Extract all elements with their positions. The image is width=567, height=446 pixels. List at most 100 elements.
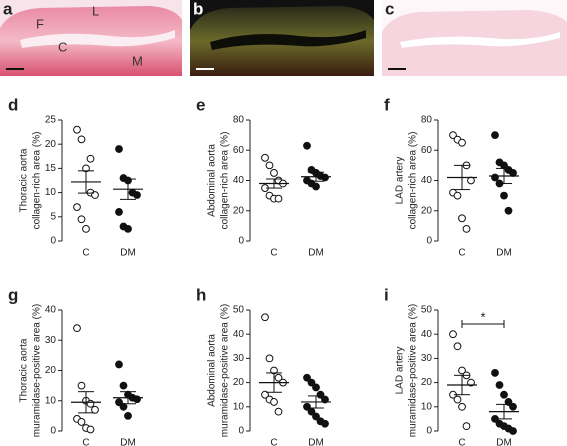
data-point bbox=[265, 354, 274, 363]
y-tick-label: 40 bbox=[233, 175, 245, 186]
data-point bbox=[491, 173, 499, 182]
data-point bbox=[261, 390, 269, 399]
annotation: C bbox=[58, 39, 67, 54]
data-point bbox=[119, 381, 128, 390]
significance-label: * bbox=[480, 309, 485, 324]
y-tick-label: 5 bbox=[50, 211, 56, 222]
x-tick-label: C bbox=[82, 438, 89, 446]
y-tick-label: 80 bbox=[421, 115, 433, 126]
y-axis-label: LAD artery bbox=[395, 157, 406, 205]
y-tick-label: 20 bbox=[421, 205, 433, 216]
data-point bbox=[91, 405, 99, 414]
data-point bbox=[124, 411, 132, 420]
data-point bbox=[274, 373, 283, 382]
image-c: c bbox=[382, 0, 567, 76]
y-tick-label: 40 bbox=[421, 329, 433, 340]
panel-label: e bbox=[196, 95, 205, 114]
y-tick-label: 40 bbox=[421, 175, 433, 186]
y-tick-label: 60 bbox=[233, 145, 245, 156]
y-axis-label: Abdominal aorta bbox=[207, 144, 218, 217]
data-point bbox=[504, 398, 513, 406]
y-tick-label: 30 bbox=[45, 335, 57, 346]
y-tick-label: 15 bbox=[45, 163, 57, 174]
panel-label: h bbox=[196, 285, 206, 304]
data-point bbox=[261, 313, 269, 322]
y-tick-label: 60 bbox=[421, 145, 433, 156]
data-point bbox=[467, 176, 475, 185]
data-point bbox=[453, 342, 462, 351]
data-point bbox=[462, 422, 471, 431]
x-tick-label: DM bbox=[496, 438, 512, 446]
data-point bbox=[458, 138, 466, 147]
data-point bbox=[119, 402, 128, 411]
y-tick-label: 0 bbox=[426, 426, 432, 437]
y-axis-label: muramidase-positive area (%) bbox=[408, 304, 419, 437]
x-tick-label: C bbox=[458, 248, 465, 259]
data-point bbox=[462, 225, 471, 233]
data-point bbox=[265, 161, 274, 170]
data-point bbox=[274, 194, 283, 203]
y-tick-label: 0 bbox=[426, 236, 432, 247]
panel-label: f bbox=[384, 95, 390, 114]
data-point bbox=[453, 191, 462, 200]
y-tick-label: 0 bbox=[238, 426, 244, 437]
data-point bbox=[509, 402, 517, 411]
data-point bbox=[504, 206, 513, 215]
data-point bbox=[274, 407, 283, 416]
data-point bbox=[458, 402, 466, 411]
x-tick-label: DM bbox=[308, 438, 324, 446]
y-axis-label: Thoracic aorta bbox=[19, 148, 30, 212]
y-tick-label: 50 bbox=[233, 305, 245, 316]
y-axis-label: Thoracic aorta bbox=[19, 338, 30, 402]
y-axis-label: muramidase-positive area (%) bbox=[220, 304, 231, 437]
y-axis-label: collagen-rich area (%) bbox=[32, 132, 43, 230]
data-point bbox=[312, 182, 320, 191]
x-tick-label: DM bbox=[120, 438, 136, 446]
data-point bbox=[449, 330, 457, 339]
image-b: b bbox=[190, 0, 374, 76]
data-point bbox=[509, 169, 517, 177]
data-point bbox=[449, 131, 457, 140]
data-point bbox=[124, 225, 132, 233]
data-point bbox=[491, 131, 499, 140]
data-point bbox=[453, 395, 462, 404]
data-point bbox=[115, 145, 123, 153]
x-tick-label: C bbox=[270, 248, 277, 259]
data-point bbox=[321, 419, 329, 428]
data-point bbox=[500, 191, 508, 200]
panel-label: i bbox=[384, 285, 389, 304]
data-point bbox=[115, 208, 123, 216]
data-point bbox=[115, 360, 123, 369]
data-point bbox=[509, 427, 517, 435]
y-tick-label: 0 bbox=[50, 236, 56, 247]
data-point bbox=[73, 324, 81, 333]
data-point bbox=[261, 153, 269, 162]
y-tick-label: 10 bbox=[233, 401, 245, 412]
data-point bbox=[312, 383, 320, 392]
data-point bbox=[458, 366, 466, 375]
y-tick-label: 20 bbox=[421, 377, 433, 388]
data-point bbox=[270, 398, 278, 406]
y-tick-label: 30 bbox=[233, 353, 245, 364]
y-tick-label: 40 bbox=[233, 329, 245, 340]
y-tick-label: 50 bbox=[421, 305, 433, 316]
data-point bbox=[82, 225, 90, 233]
data-point bbox=[77, 418, 86, 426]
data-point bbox=[133, 191, 141, 199]
x-tick-label: C bbox=[458, 438, 465, 446]
data-point bbox=[73, 203, 81, 212]
panel-label: c bbox=[385, 0, 394, 18]
data-point bbox=[86, 399, 95, 408]
data-point bbox=[495, 381, 504, 389]
data-point bbox=[73, 125, 81, 134]
x-tick-label: C bbox=[270, 438, 277, 446]
data-point bbox=[307, 378, 316, 387]
y-axis-label: muramidase-positive area (%) bbox=[32, 304, 43, 437]
x-tick-label: DM bbox=[496, 248, 512, 259]
data-point bbox=[303, 141, 311, 150]
y-tick-label: 10 bbox=[421, 401, 433, 412]
y-axis-label: collagen-rich area (%) bbox=[408, 132, 419, 230]
y-tick-label: 10 bbox=[45, 395, 57, 406]
data-point bbox=[458, 214, 466, 223]
image-a: a F L C M bbox=[0, 0, 182, 76]
